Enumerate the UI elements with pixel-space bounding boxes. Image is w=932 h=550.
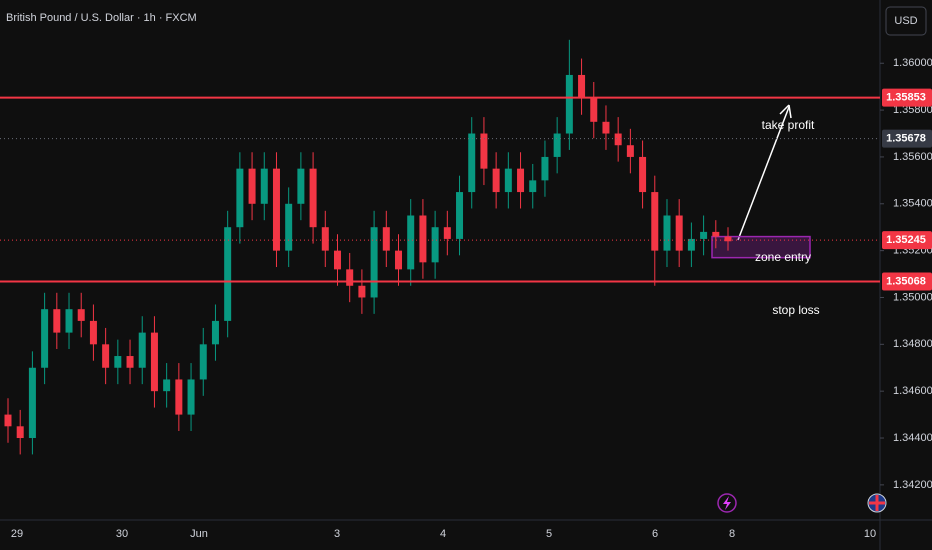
lightning-icon[interactable] <box>717 493 737 513</box>
y-tick-label: 1.35400 <box>893 198 932 210</box>
candle-body <box>492 168 500 193</box>
candle-body <box>468 133 476 193</box>
x-tick-label: 5 <box>546 528 552 540</box>
candle-body <box>382 227 390 251</box>
currency-button[interactable] <box>885 6 927 36</box>
candle-body <box>309 168 317 228</box>
candle-body <box>102 344 110 368</box>
candle-body <box>321 227 329 251</box>
candle-body <box>65 309 73 333</box>
candle-body <box>138 332 146 368</box>
candle-body <box>370 227 378 298</box>
chart-title: British Pound / U.S. Dollar · 1h · FXCM <box>6 12 197 24</box>
x-tick-label: 8 <box>729 528 735 540</box>
candle-body <box>565 74 573 134</box>
price-level-label: 1.35678 <box>886 133 926 145</box>
y-tick-label: 1.34400 <box>893 432 932 444</box>
candle-body <box>395 250 403 270</box>
candle-body <box>187 379 195 415</box>
price-level-tag <box>882 129 932 148</box>
candle-body <box>41 309 49 368</box>
candle-body <box>700 231 708 239</box>
candle-body <box>4 414 12 427</box>
y-tick-label: 1.34800 <box>893 338 932 350</box>
x-tick-label: 6 <box>652 528 658 540</box>
candle-body <box>211 320 219 345</box>
candle-body <box>407 215 415 270</box>
price-level-label: 1.35245 <box>886 234 926 246</box>
candle-body <box>517 168 525 193</box>
candle-body <box>651 192 659 251</box>
candle-body <box>590 98 598 122</box>
annotation: take profit <box>762 118 815 132</box>
candle-body <box>541 156 549 181</box>
x-tick-label: 29 <box>11 528 23 540</box>
y-tick-label: 1.36000 <box>893 57 932 69</box>
x-tick-label: 30 <box>116 528 128 540</box>
candle-body <box>626 145 634 157</box>
price-level-tag <box>882 88 932 107</box>
candle-body <box>16 426 24 439</box>
candle-body <box>578 74 586 99</box>
candle-body <box>28 367 36 439</box>
currency-label[interactable]: USD <box>894 15 917 27</box>
annotation: stop loss <box>772 303 819 317</box>
candle-body <box>639 156 647 193</box>
candle-body <box>236 168 244 228</box>
candle-body <box>346 269 354 286</box>
candle-body <box>224 227 232 321</box>
candle-body <box>248 168 256 204</box>
candle-body <box>333 250 341 270</box>
candle-body <box>675 215 683 251</box>
candle-body <box>53 309 61 333</box>
candle-body <box>480 133 488 169</box>
candle-body <box>285 203 293 251</box>
candle-body <box>724 236 732 242</box>
y-tick-label: 1.35600 <box>893 151 932 163</box>
y-tick-label: 1.35000 <box>893 291 932 303</box>
price-level-tag <box>882 231 932 250</box>
candle-body <box>260 168 268 204</box>
candle-body <box>297 168 305 204</box>
candle-body <box>431 227 439 263</box>
y-tick-label: 1.34600 <box>893 385 932 397</box>
candle-body <box>358 285 366 298</box>
candle-body <box>602 121 610 134</box>
flag-icon[interactable] <box>867 493 887 513</box>
candle-body <box>163 379 171 392</box>
y-tick-label: 1.35800 <box>893 104 932 116</box>
candle-body <box>687 238 695 251</box>
candle-body <box>456 192 464 239</box>
x-tick-label: 10 <box>864 528 876 540</box>
candle-body <box>150 332 158 392</box>
candle-body <box>614 133 622 146</box>
entry-zone <box>711 235 811 259</box>
price-level-label: 1.35068 <box>886 275 926 287</box>
y-tick-label: 1.35200 <box>893 245 932 257</box>
candle-body <box>419 215 427 263</box>
price-level-tag <box>882 272 932 291</box>
candle-body <box>272 168 280 251</box>
candle-body <box>529 180 537 193</box>
candle-body <box>712 231 720 237</box>
price-level-label: 1.35853 <box>886 92 926 104</box>
candle-body <box>504 168 512 193</box>
candle-body <box>663 215 671 251</box>
candle-body <box>175 379 183 415</box>
candle-body <box>114 356 122 368</box>
candle-body <box>199 344 207 380</box>
y-tick-label: 1.34200 <box>893 479 932 491</box>
candle-body <box>89 320 97 345</box>
x-tick-label: Jun <box>190 528 208 540</box>
x-tick-label: 4 <box>440 528 446 540</box>
candle-body <box>553 133 561 157</box>
candle-body <box>443 227 451 239</box>
arrow <box>737 104 792 241</box>
candle-body <box>126 356 134 368</box>
candle-body <box>77 309 85 321</box>
x-tick-label: 3 <box>334 528 340 540</box>
annotation: zone entry <box>755 250 811 264</box>
